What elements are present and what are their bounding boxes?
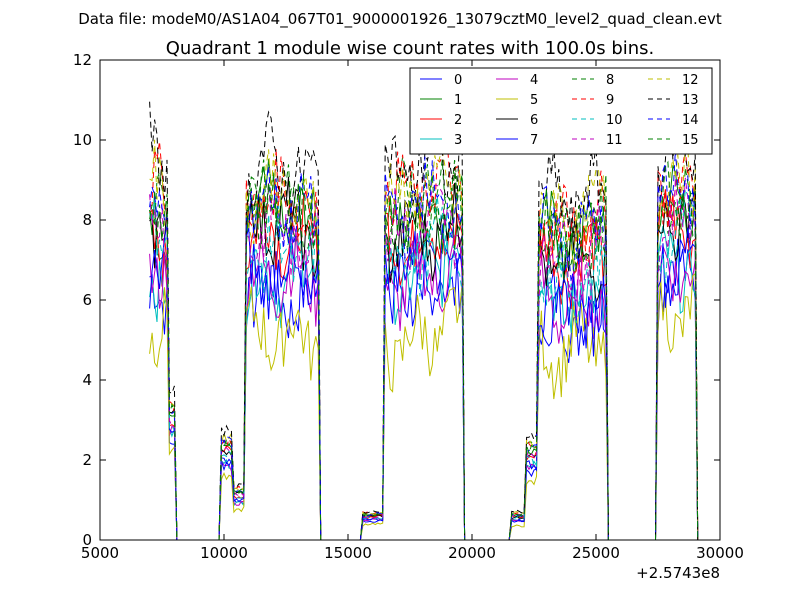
legend-label-11: 11 — [606, 133, 623, 148]
legend-label-0: 0 — [454, 73, 462, 88]
chart-title: Quadrant 1 module wise count rates with … — [166, 38, 655, 59]
legend-label-10: 10 — [606, 113, 623, 128]
legend-label-5: 5 — [530, 93, 538, 108]
x-tick-label: 5000 — [81, 544, 119, 562]
y-tick-label: 10 — [73, 131, 92, 149]
series-line-15 — [149, 159, 699, 540]
legend-label-7: 7 — [530, 133, 538, 148]
legend-label-8: 8 — [606, 73, 614, 88]
series-line-14 — [149, 150, 699, 540]
legend-label-13: 13 — [682, 93, 699, 108]
x-tick-label: 10000 — [200, 544, 248, 562]
legend-label-4: 4 — [530, 73, 538, 88]
y-tick-label: 4 — [82, 371, 92, 389]
legend-label-2: 2 — [454, 113, 462, 128]
x-tick-label: 25000 — [572, 544, 620, 562]
series-layer — [149, 101, 699, 540]
x-axis-offset-label: +2.5743e8 — [636, 564, 720, 582]
x-axis: 5000 10000 15000 20000 25000 30000 — [81, 60, 744, 562]
y-tick-label: 8 — [82, 211, 92, 229]
x-tick-label: 20000 — [448, 544, 496, 562]
x-tick-label: 15000 — [324, 544, 372, 562]
series-line-8 — [149, 156, 699, 540]
legend-label-12: 12 — [682, 73, 699, 88]
y-tick-label: 6 — [82, 291, 92, 309]
legend-label-1: 1 — [454, 93, 462, 108]
legend-label-14: 14 — [682, 113, 699, 128]
series-line-5 — [149, 272, 699, 540]
y-tick-label: 12 — [73, 51, 92, 69]
legend-box — [409, 67, 713, 155]
data-file-supertitle: Data file: modeM0/AS1A04_067T01_90000019… — [78, 10, 722, 29]
y-tick-label: 2 — [82, 451, 92, 469]
x-tick-label: 30000 — [696, 544, 744, 562]
legend-label-9: 9 — [606, 93, 614, 108]
series-line-13 — [149, 101, 699, 540]
y-tick-label: 0 — [82, 531, 92, 549]
legend-label-6: 6 — [530, 113, 538, 128]
legend-label-3: 3 — [454, 133, 462, 148]
legend-label-15: 15 — [682, 133, 699, 148]
